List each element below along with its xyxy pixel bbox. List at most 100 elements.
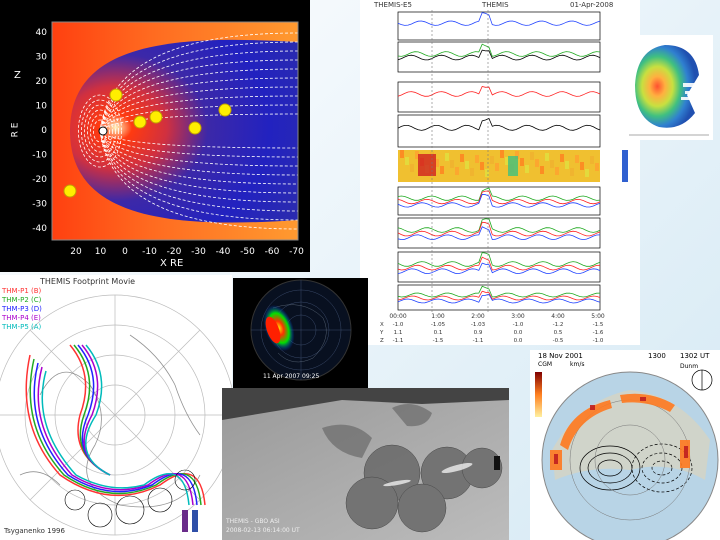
- footprint-title: THEMIS Footprint Movie: [40, 277, 136, 286]
- spectrogram-cell: [555, 167, 559, 175]
- position-table-cell: X: [380, 322, 384, 328]
- spectrogram-cell: [455, 167, 459, 175]
- field-line: [99, 104, 299, 158]
- legend-p3: THM-P3 (D): [2, 305, 42, 313]
- ts-panel-frame: [397, 114, 601, 148]
- spectrogram-cell: [530, 152, 534, 160]
- spacecraft-marker: [218, 103, 232, 117]
- x-tick-label: -70: [289, 247, 304, 257]
- ts-trace: [397, 285, 601, 298]
- ts-trace: [397, 218, 601, 233]
- footprint-trace: [29, 358, 202, 506]
- y-tick-label: 40: [36, 28, 48, 38]
- radar-sub-left: CGM: [538, 361, 553, 368]
- ts-panel-frame: [397, 81, 601, 113]
- y-tick-label: -20: [32, 175, 47, 185]
- time-tick-label: 3:00: [511, 313, 525, 320]
- ts-trace: [397, 187, 601, 201]
- spectrogram-cell: [405, 157, 409, 165]
- x-tick-label: 0: [122, 247, 128, 257]
- spectrogram-cell: [495, 163, 499, 171]
- field-line: [99, 68, 299, 194]
- spacecraft-marker: [149, 110, 163, 124]
- ts-trace: [397, 293, 601, 304]
- spectrogram-cell: [500, 150, 504, 158]
- spectrogram-cell: [470, 168, 474, 176]
- y-tick-label: -30: [32, 200, 47, 210]
- position-table-cell: -1.1: [393, 338, 404, 344]
- ts-trace: [397, 221, 601, 237]
- timeseries-panel: THEMIS-E5 THEMIS 01-Apr-2008 00:00 1:00 2:…: [360, 0, 640, 345]
- velocity-colorbar: [535, 372, 542, 417]
- spectrogram-cell: [435, 159, 439, 167]
- auroral-globe: [250, 279, 352, 381]
- footprint-trace: [85, 344, 111, 476]
- spectrogram-cell: [450, 160, 454, 168]
- position-table-cell: -1.0: [513, 322, 524, 328]
- spectrogram-colorbar: [622, 150, 628, 182]
- spectrogram-cell: [465, 161, 469, 169]
- spectrogram-cell: [550, 160, 554, 168]
- ts-header-right: 01-Apr-2008: [570, 1, 614, 9]
- ts-trace: [397, 252, 601, 267]
- spacecraft-marker: [133, 115, 147, 129]
- y-tick-label: 30: [36, 53, 48, 63]
- radar-header-right: 1302 UT: [680, 352, 710, 360]
- footprint-plot: [0, 294, 232, 536]
- footprint-trace: [33, 362, 198, 506]
- radar-scale-unit: km/s: [570, 361, 585, 368]
- x-tick-label: -40: [216, 247, 231, 257]
- dipole-field-line: [90, 114, 111, 148]
- spectrogram-cell: [580, 162, 584, 170]
- time-tick-label: 4:00: [551, 313, 565, 320]
- y-tick-label: -40: [32, 224, 47, 234]
- x-tick-label: 10: [95, 247, 107, 257]
- y-tick-label: 20: [36, 77, 48, 87]
- spectrogram-cell: [535, 159, 539, 167]
- legend-p5: THM-P5 (A): [2, 323, 42, 331]
- spacecraft-marker: [63, 184, 77, 198]
- spectrogram-cell: [590, 156, 594, 164]
- spacecraft-marker: [109, 88, 123, 102]
- spectrogram-cell: [545, 153, 549, 161]
- position-table-cell: -1.2: [553, 322, 564, 328]
- spectrogram-cell: [520, 158, 524, 166]
- ts-panel-frame: [397, 251, 601, 283]
- position-table-cell: -0.5: [553, 338, 564, 344]
- radar-header-left: 18 Nov 2001: [538, 352, 583, 360]
- position-table-cell: 0.1: [434, 330, 443, 336]
- spectrogram-cell: [460, 154, 464, 162]
- footprint-trace: [25, 354, 206, 506]
- spectrogram-cell: [508, 156, 518, 176]
- legend-p1: THM-P1 (B): [2, 287, 42, 295]
- spectrogram-cell: [400, 150, 404, 158]
- timeseries-plots: 00:00 1:00 2:00 3:00 4:00 5:00 X -1.0 -1.05 -1.03…: [379, 10, 628, 344]
- ts-trace: [397, 193, 601, 208]
- radar-header-mid: 1300: [648, 352, 666, 360]
- position-table-cell: -1.1: [473, 338, 484, 344]
- z-axis-unit: R E: [10, 122, 21, 138]
- x-tick-label: -10: [142, 247, 157, 257]
- position-table-cell: -1.5: [433, 338, 444, 344]
- spectrogram-cell: [485, 169, 489, 177]
- spectrogram-cell: [440, 166, 444, 174]
- spectrogram-cell: [475, 155, 479, 163]
- x-axis-label: X RE: [160, 258, 184, 269]
- ts-header-left: THEMIS-E5: [374, 1, 412, 9]
- time-tick-label: 00:00: [389, 313, 406, 320]
- ts-panel-frame: [397, 41, 601, 73]
- gbo-map: [222, 388, 509, 540]
- spectrogram-cell: [505, 157, 509, 165]
- spectrogram-cell: [480, 162, 484, 170]
- field-line: [99, 77, 299, 185]
- position-table-cell: Y: [379, 330, 384, 336]
- gbo-mosaic-panel: THEMIS - GBO ASI 2008-02-13 06:14:00 UT: [222, 388, 509, 540]
- ts-panel-frame: [397, 11, 601, 41]
- footprint-panel: THEMIS Footprint Movie THM-P1 (B) THM-P2…: [0, 275, 232, 540]
- spectrogram-cell: [565, 161, 569, 169]
- y-tick-label: -10: [32, 151, 47, 161]
- position-table-cell: 0.9: [474, 330, 483, 336]
- spectrogram-cell: [415, 151, 419, 159]
- gbo-caption-1: THEMIS - GBO ASI: [226, 518, 280, 525]
- radar-fan-map: [629, 45, 709, 136]
